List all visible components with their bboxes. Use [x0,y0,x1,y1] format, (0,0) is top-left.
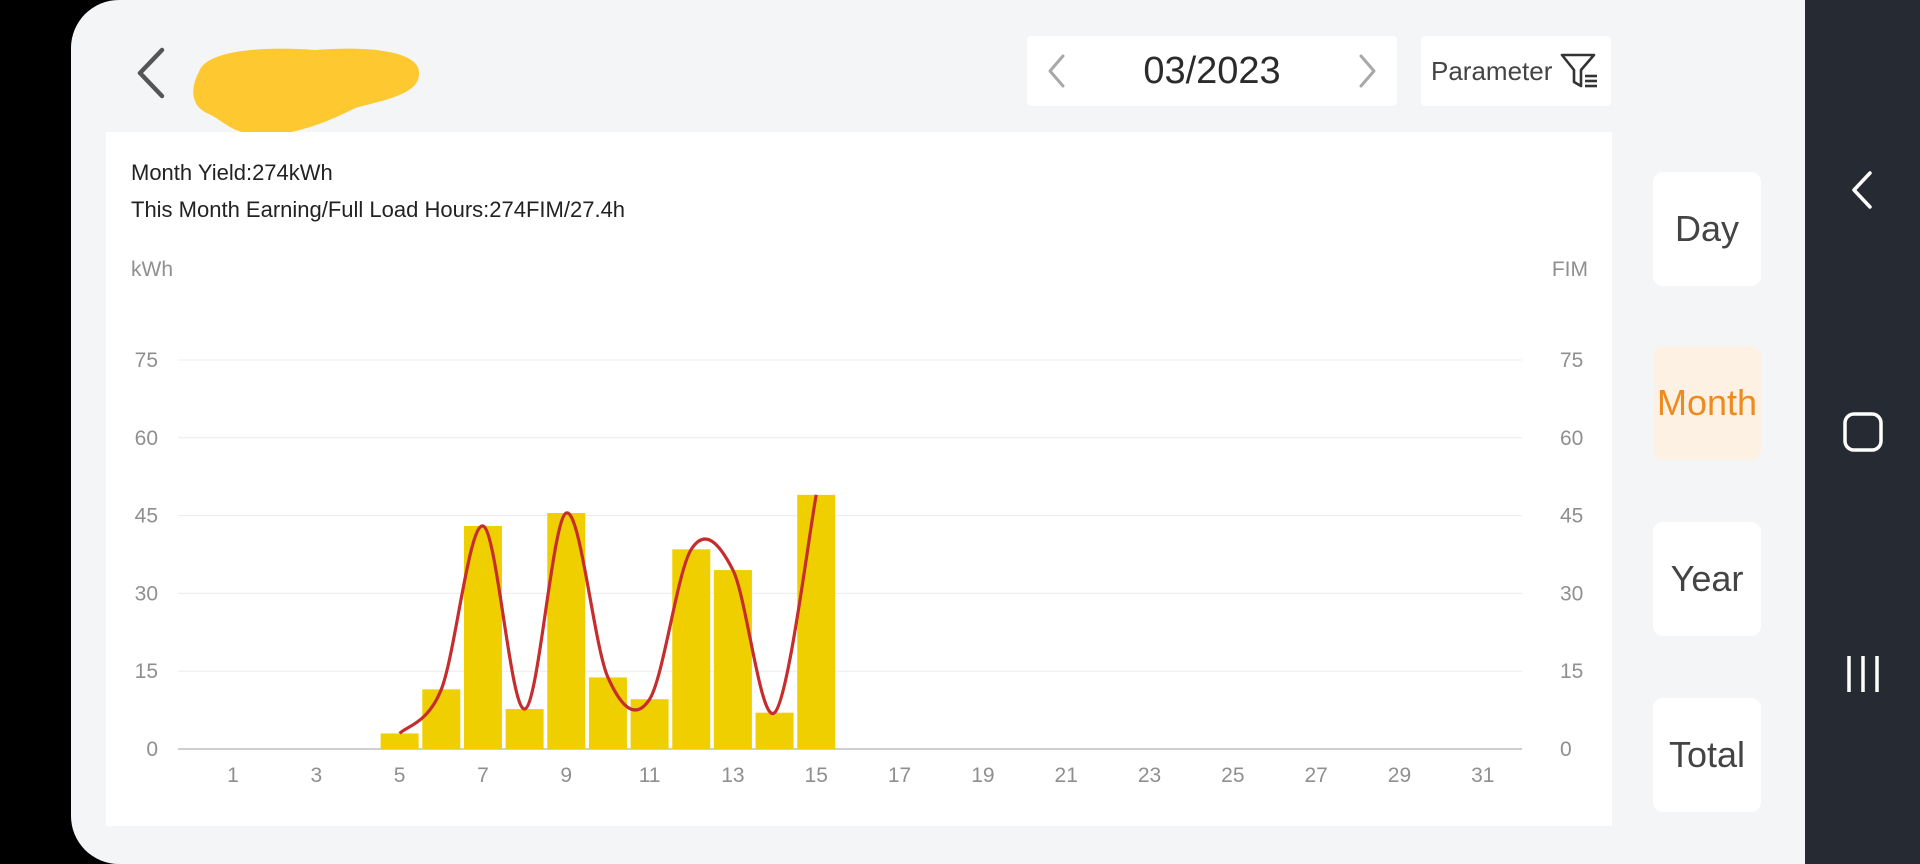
x-tick-label: 5 [394,764,406,787]
chart-card: Month Yield:274kWh This Month Earning/Fu… [106,132,1612,826]
bar-day-10 [588,677,627,749]
bar-day-11 [630,699,669,749]
y-right-tick-label: 30 [1560,582,1583,605]
x-tick-label: 27 [1304,764,1327,787]
x-tick-label: 15 [805,764,828,787]
recents-icon [1846,656,1879,692]
x-tick-label: 11 [639,764,661,787]
earning-line-series [398,494,818,735]
parameter-button[interactable]: Parameter [1421,36,1611,106]
x-tick-label: 9 [560,764,572,787]
y-right-tick-label: 15 [1560,660,1583,683]
system-back-button[interactable] [1805,150,1920,230]
parameter-label: Parameter [1431,55,1553,86]
bar-day-8 [505,709,544,749]
y-left-tick-label: 30 [135,582,158,605]
filter-icon [1561,53,1598,88]
x-tick-label: 31 [1471,764,1494,787]
x-tick-label: 21 [1055,764,1078,787]
bar-day-5 [380,733,419,749]
period-tab-total[interactable]: Total [1653,698,1761,812]
y-right-tick-label: 60 [1560,427,1583,450]
chevron-right-icon [1359,54,1376,88]
back-arrow-icon [1851,171,1872,209]
x-tick-label: 13 [721,764,744,787]
y-right-tick-label: 75 [1560,349,1583,372]
date-next-button[interactable] [1337,36,1397,106]
system-recents-button[interactable] [1805,634,1920,714]
chevron-left-icon [137,47,165,99]
bar-day-12 [672,549,711,749]
y-right-tick-label: 45 [1560,505,1583,528]
x-tick-label: 19 [971,764,994,787]
date-selector: 03/2023 [1027,36,1397,106]
bar-day-13 [713,570,752,749]
bar-day-6 [422,689,461,749]
y-left-tick-label: 75 [135,349,158,372]
x-tick-label: 29 [1388,764,1411,787]
period-tab-year[interactable]: Year [1653,522,1761,636]
y-right-unit: FIM [1551,258,1588,281]
current-date[interactable]: 03/2023 [1143,49,1281,92]
x-tick-label: 23 [1138,764,1161,787]
app-screen: 03/2023 Parameter Month Yield:274kWh Thi… [71,0,1805,864]
x-tick-label: 25 [1221,764,1244,787]
bar-day-15 [797,494,836,749]
month-yield-text: Month Yield:274kWh [131,160,333,185]
period-tab-month[interactable]: Month [1653,346,1761,460]
y-right-tick-label: 0 [1560,738,1572,761]
home-square-icon [1842,412,1883,452]
earning-text: This Month Earning/Full Load Hours:274FI… [131,197,626,222]
y-left-tick-label: 0 [146,738,158,761]
bar-day-14 [755,712,794,749]
x-tick-label: 7 [477,764,489,787]
system-nav-bar [1805,0,1920,864]
x-tick-label: 17 [888,764,911,787]
y-left-tick-label: 60 [135,427,158,450]
chevron-left-icon [1048,54,1065,88]
system-home-button[interactable] [1805,392,1920,472]
x-tick-label: 1 [227,764,239,787]
x-tick-label: 3 [310,764,322,787]
y-left-tick-label: 45 [135,505,158,528]
y-left-tick-label: 15 [135,660,158,683]
period-tab-day[interactable]: Day [1653,172,1761,286]
date-prev-button[interactable] [1027,36,1087,106]
redacted-station-name [193,48,420,135]
y-left-unit: kWh [131,258,173,281]
back-button[interactable] [126,40,176,106]
